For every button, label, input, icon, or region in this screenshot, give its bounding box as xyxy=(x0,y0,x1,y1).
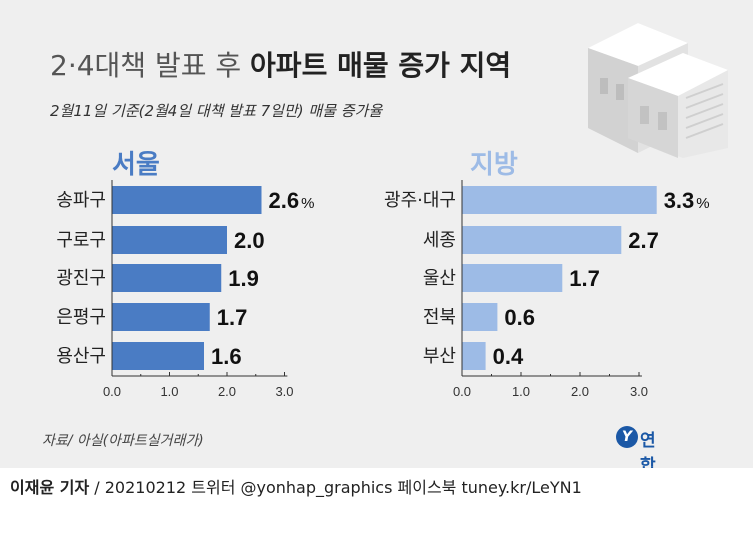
region-unit-suffix: % xyxy=(696,195,709,212)
region-data-label-0: 3.3% xyxy=(664,188,710,213)
seoul-bar-0 xyxy=(112,186,262,214)
seoul-data-label-4: 1.6 xyxy=(211,344,242,369)
region-x-tick-label-3: 3.0 xyxy=(630,384,648,399)
region-x-tick-label-2: 2.0 xyxy=(571,384,589,399)
region-category-label-1: 세종 xyxy=(423,230,456,251)
region-x-tick-label-0: 0.0 xyxy=(453,384,471,399)
region-x-tick-label-1: 1.0 xyxy=(512,384,530,399)
region-category-label-3: 전북 xyxy=(423,307,456,328)
seoul-category-label-1: 구로구 xyxy=(56,230,106,251)
byline: 이재윤 기자 / 20210212 트위터 @yonhap_graphics 페… xyxy=(10,474,582,498)
region-category-label-0: 광주·대구 xyxy=(384,190,456,211)
building-front xyxy=(628,53,728,158)
chart-subtitle: 2월11일 기준(2월4일 대책 발표 7일만) 매물 증가율 xyxy=(50,102,383,120)
chart-title: 2·4대책 발표 후 아파트 매물 증가 지역 xyxy=(50,44,511,84)
title-light: 2·4대책 발표 후 xyxy=(50,49,242,82)
region-bar-1 xyxy=(462,226,622,254)
seoul-x-tick-label-0: 0.0 xyxy=(103,384,121,399)
seoul-bar-1 xyxy=(112,226,227,254)
region-panel-title: 지방 xyxy=(470,150,518,180)
yonhap-logo-icon: Y xyxy=(616,426,638,448)
seoul-x-tick-label-2: 2.0 xyxy=(218,384,236,399)
seoul-bar-3 xyxy=(112,303,210,331)
seoul-data-label-0: 2.6% xyxy=(269,188,315,213)
region-category-label-4: 부산 xyxy=(423,346,456,367)
seoul-data-label-2: 1.9 xyxy=(228,266,259,291)
footer xyxy=(0,468,753,534)
seoul-category-label-0: 송파구 xyxy=(56,190,106,211)
byline-details: / 20210212 트위터 @yonhap_graphics 페이스북 tun… xyxy=(89,478,582,497)
seoul-data-label-3: 1.7 xyxy=(217,305,248,330)
title-bold: 아파트 매물 증가 지역 xyxy=(250,49,512,82)
seoul-data-label-1: 2.0 xyxy=(234,228,265,253)
seoul-unit-suffix: % xyxy=(301,195,314,212)
byline-author: 이재윤 기자 xyxy=(10,478,90,497)
apartment-buildings-illustration xyxy=(588,23,728,158)
seoul-category-label-4: 용산구 xyxy=(56,346,106,367)
region-bar-4 xyxy=(462,342,486,370)
region-bar-2 xyxy=(462,264,563,292)
seoul-category-label-3: 은평구 xyxy=(56,307,106,328)
region-data-label-1: 2.7 xyxy=(628,228,659,253)
seoul-panel-title: 서울 xyxy=(112,150,160,180)
seoul-x-tick-label-3: 3.0 xyxy=(275,384,293,399)
seoul-bar-2 xyxy=(112,264,222,292)
region-bar-3 xyxy=(462,303,498,331)
region-data-label-4: 0.4 xyxy=(493,344,524,369)
seoul-category-label-2: 광진구 xyxy=(56,268,106,289)
seoul-bar-4 xyxy=(112,342,204,370)
region-data-label-2: 1.7 xyxy=(569,266,600,291)
source-note: 자료/ 아실(아파트실거래가) xyxy=(42,433,204,449)
region-bar-0 xyxy=(462,186,657,214)
region-data-label-3: 0.6 xyxy=(504,305,535,330)
seoul-x-tick-label-1: 1.0 xyxy=(160,384,178,399)
region-category-label-2: 울산 xyxy=(423,268,456,289)
